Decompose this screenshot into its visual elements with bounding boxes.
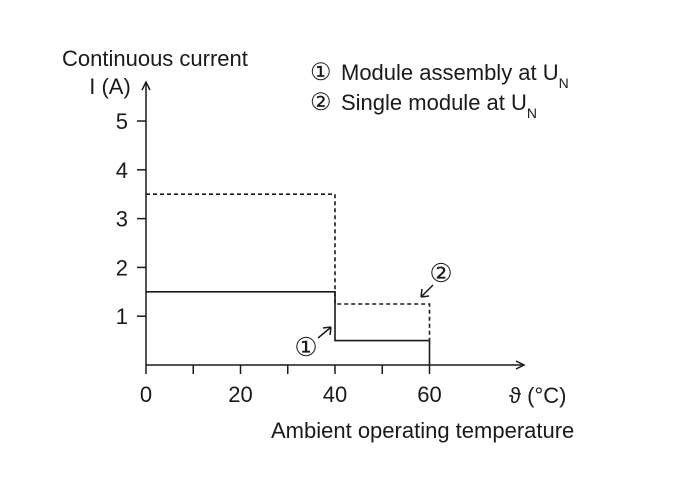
y-tick-label: 2 xyxy=(116,255,128,280)
y-tick-label: 3 xyxy=(116,207,128,232)
y-axis-label-line1: Continuous current xyxy=(62,46,248,71)
callout-marker-1: ① xyxy=(294,332,317,362)
callout-arrow-1 xyxy=(317,327,331,339)
callout-marker-2: ② xyxy=(429,258,452,288)
series-2-line xyxy=(146,193,431,341)
legend-label-2: Single module at U xyxy=(341,90,527,115)
legend-text-2: Single module at UN xyxy=(341,90,537,121)
legend-entry-2: ② Single module at UN xyxy=(310,89,537,121)
legend-marker-2: ② xyxy=(310,89,332,116)
series-1-line xyxy=(146,290,431,365)
callout-1: ① xyxy=(294,326,332,362)
callout-2: ② xyxy=(420,258,453,298)
legend-label-1: Module assembly at U xyxy=(341,60,559,85)
axes: 0 20 40 60 1 2 3 4 5 xyxy=(116,80,526,407)
y-tick-label: 4 xyxy=(116,158,128,183)
callout-arrow-2 xyxy=(421,284,434,297)
y-tick-label: 5 xyxy=(116,109,128,134)
legend: ① Module assembly at UN ② Single module … xyxy=(310,59,569,121)
legend-marker-1: ① xyxy=(310,59,332,86)
callout-arrowhead-2 xyxy=(420,288,430,298)
x-axis-arrow xyxy=(515,360,526,370)
x-tick-label: 40 xyxy=(323,382,347,407)
legend-entry-1: ① Module assembly at UN xyxy=(310,59,569,91)
legend-subscript-2: N xyxy=(527,105,537,121)
legend-subscript-1: N xyxy=(559,75,569,91)
y-tick-label: 1 xyxy=(116,304,128,329)
y-axis-arrow xyxy=(141,80,151,91)
y-axis-label-line2: I (A) xyxy=(89,74,131,99)
x-tick-label: 0 xyxy=(140,382,152,407)
series-layer xyxy=(146,193,431,365)
x-axis-unit-label: ϑ (°C) xyxy=(509,383,566,408)
callout-arrowhead-1 xyxy=(322,326,332,336)
legend-text-1: Module assembly at UN xyxy=(341,60,569,91)
x-tick-label: 60 xyxy=(417,382,441,407)
x-axis-label: Ambient operating temperature xyxy=(271,418,574,443)
x-tick-label: 20 xyxy=(228,382,252,407)
